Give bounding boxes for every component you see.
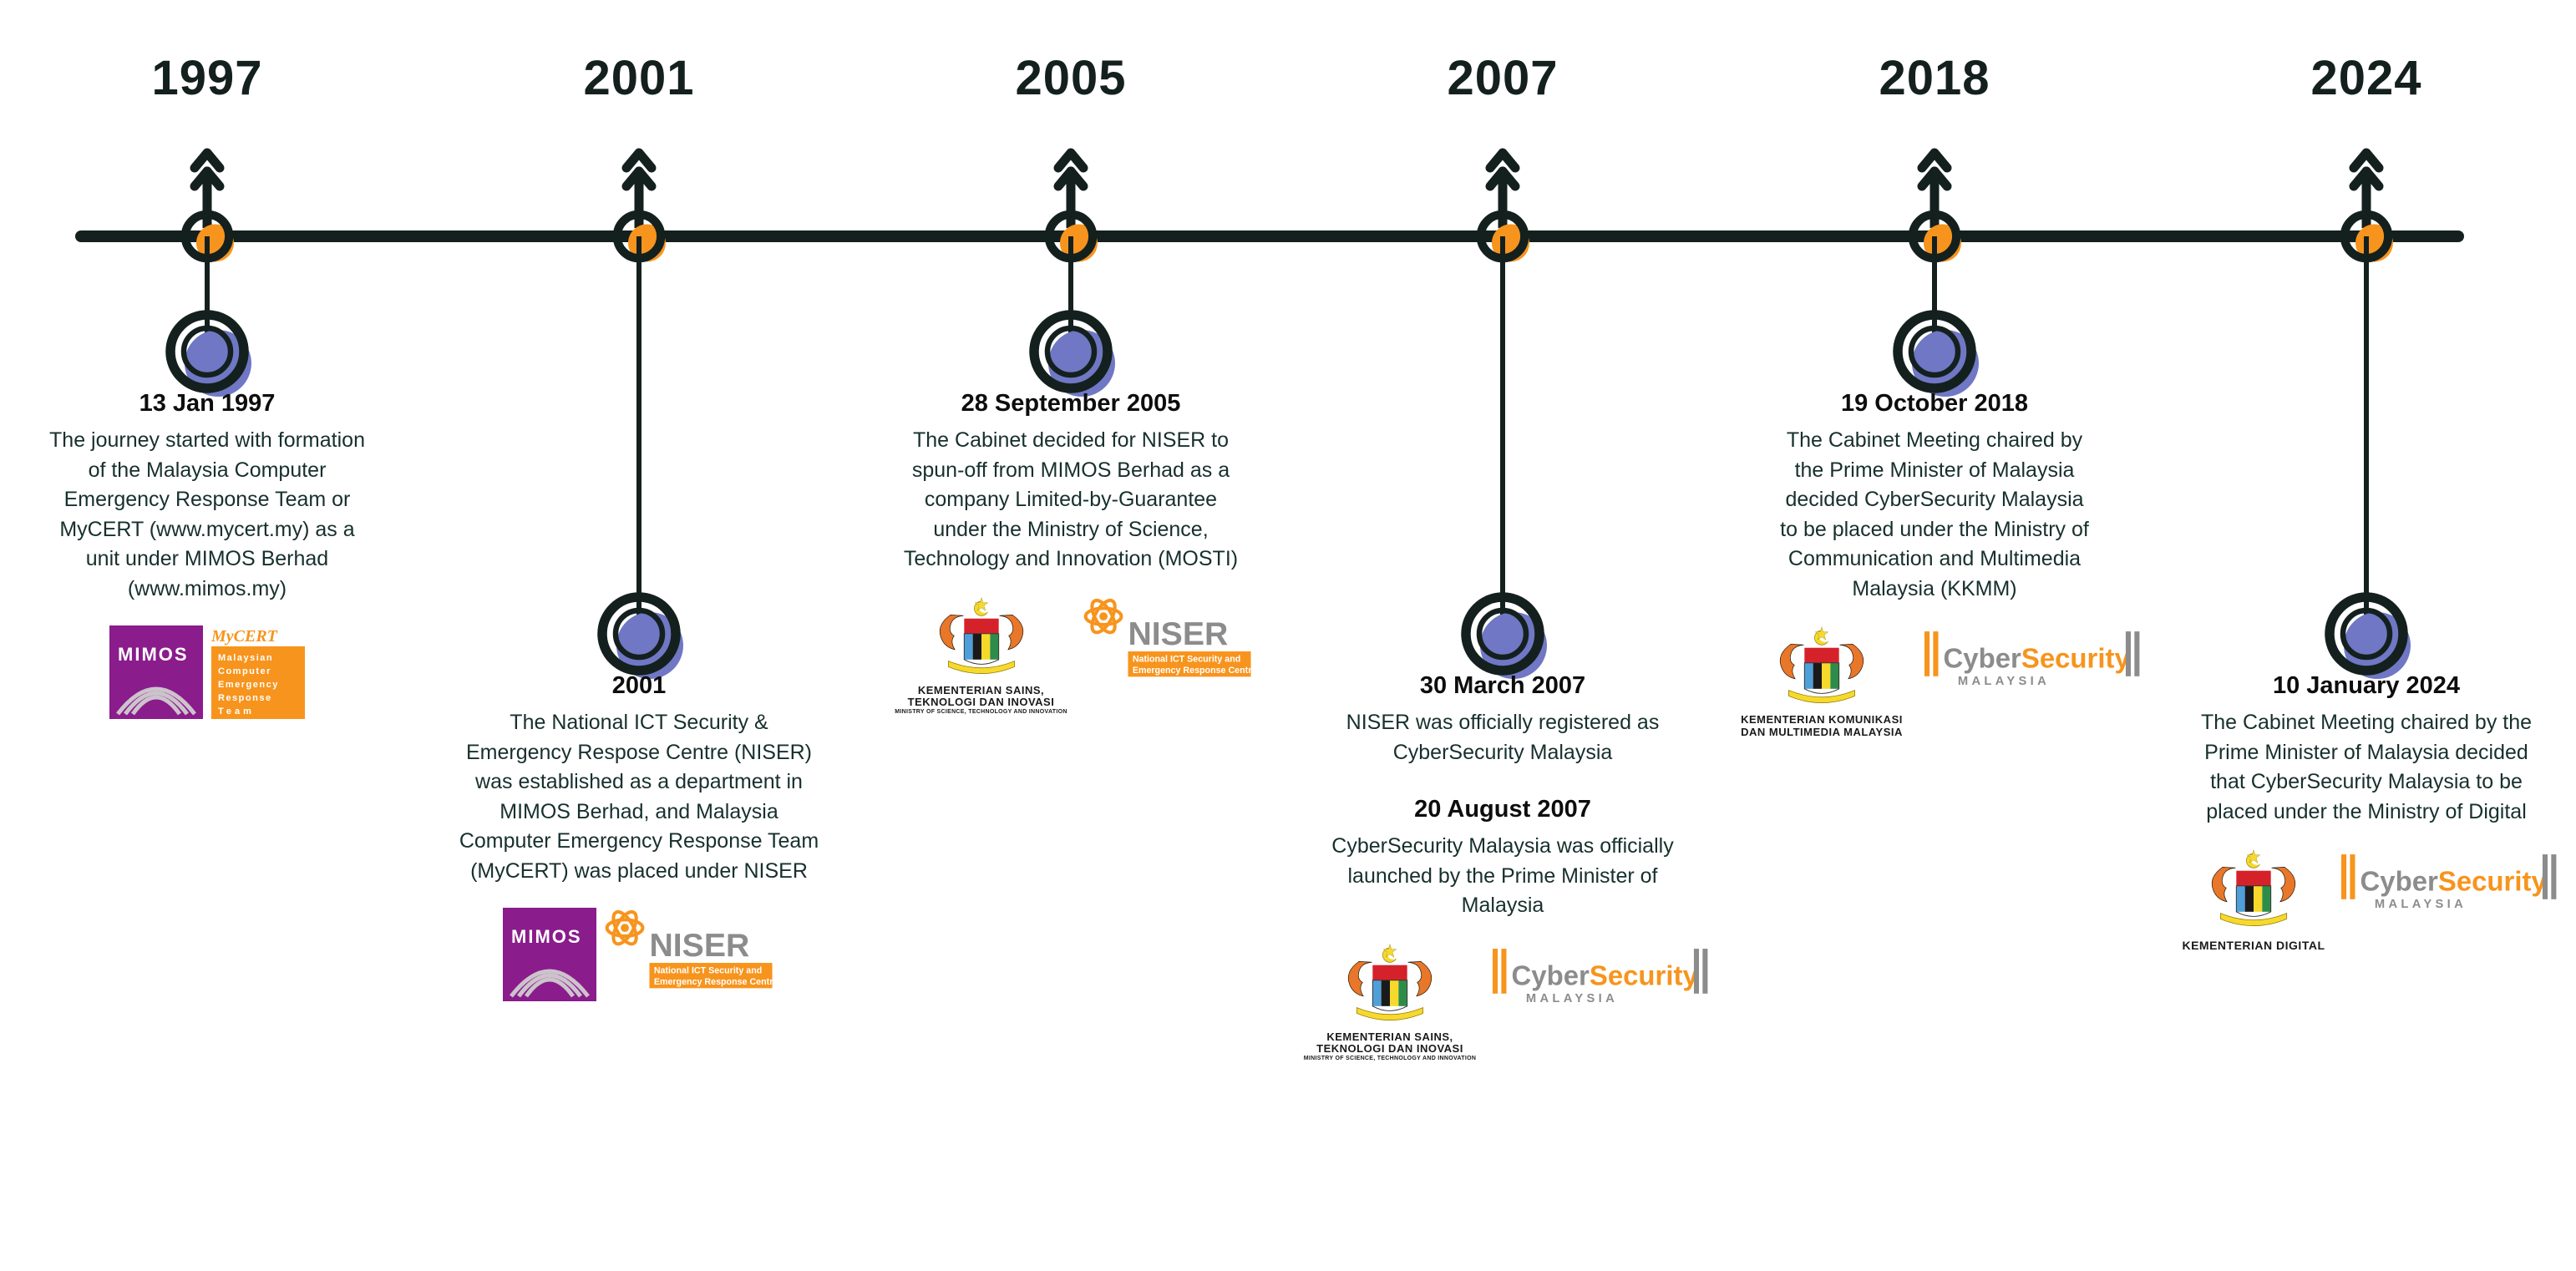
svg-text:Emergency Response Centre: Emergency Response Centre: [1133, 665, 1255, 675]
svg-text:NISER: NISER: [649, 928, 749, 964]
svg-text:MIMOS: MIMOS: [511, 926, 582, 947]
svg-text:National ICT Security and: National ICT Security and: [653, 966, 761, 976]
svg-text:MALAYSIA: MALAYSIA: [1957, 675, 2049, 688]
svg-text:Response: Response: [218, 693, 272, 703]
svg-text:Team: Team: [218, 706, 255, 717]
svg-text:MIMOS: MIMOS: [118, 644, 189, 665]
svg-text:National ICT Security and: National ICT Security and: [1133, 654, 1240, 664]
svg-text:Emergency: Emergency: [218, 680, 279, 690]
svg-text:CyberSecurity: CyberSecurity: [2360, 865, 2548, 896]
svg-text:Computer: Computer: [218, 666, 271, 676]
svg-text:MALAYSIA: MALAYSIA: [1525, 992, 1617, 1005]
svg-text:MALAYSIA: MALAYSIA: [2375, 898, 2467, 911]
svg-text:CyberSecurity: CyberSecurity: [1943, 642, 2130, 673]
svg-text:CyberSecurity: CyberSecurity: [1511, 960, 1698, 990]
svg-text:Malaysian: Malaysian: [218, 653, 273, 663]
svg-text:MyCERT: MyCERT: [211, 627, 278, 646]
svg-text:NISER: NISER: [1128, 616, 1228, 652]
svg-text:Emergency Response Centre: Emergency Response Centre: [653, 977, 775, 987]
